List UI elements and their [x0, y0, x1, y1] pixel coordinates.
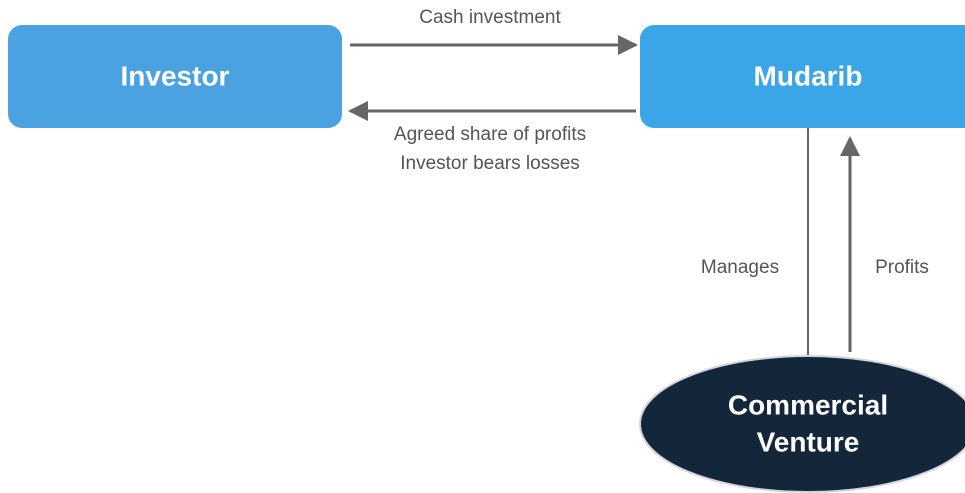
- investor-box: [8, 25, 342, 128]
- edge-label: Manages: [701, 257, 779, 278]
- edge-label: Agreed share of profits: [394, 124, 586, 145]
- edge-label: Profits: [875, 257, 929, 278]
- mudarib-label: Mudarib: [754, 60, 863, 91]
- edge-label: Investor bears losses: [400, 153, 580, 174]
- venture-ellipse: [639, 355, 965, 493]
- investor-label: Investor: [121, 60, 230, 91]
- venture-label: Venture: [757, 426, 860, 457]
- venture-label: Commercial: [728, 389, 888, 420]
- edge-label: Cash investment: [419, 7, 561, 28]
- mudarib-box: [640, 25, 965, 128]
